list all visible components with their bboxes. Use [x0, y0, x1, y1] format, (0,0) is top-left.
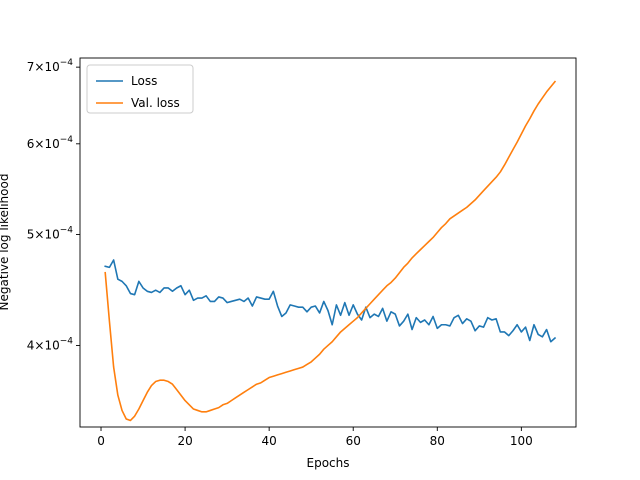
axes-frame — [79, 57, 577, 428]
x-tick-label: 40 — [262, 434, 277, 448]
y-tick-label: 5×10−4 — [27, 225, 74, 241]
y-tick-label: 6×10−4 — [27, 135, 74, 151]
legend-label-val-loss: Val. loss — [131, 96, 180, 110]
legend: Loss Val. loss — [86, 64, 194, 114]
series-line-val-loss — [104, 80, 557, 422]
plot-area — [80, 58, 576, 427]
x-axis-title: Epochs — [307, 456, 350, 470]
axes-layer: 0 20 40 60 80 100 4×10−4 5×10−4 6×10−4 7×10−4 — [27, 57, 577, 448]
y-axis-title: Negative log likelihood — [0, 174, 11, 311]
x-tick-label: 60 — [346, 434, 361, 448]
x-tick-label: 100 — [510, 434, 533, 448]
legend-label-loss: Loss — [131, 74, 157, 88]
x-tick-label: 0 — [97, 434, 105, 448]
x-tick-label: 80 — [430, 434, 445, 448]
x-tick-label: 20 — [177, 434, 192, 448]
y-tick-label: 4×10−4 — [27, 336, 74, 352]
series-layer — [104, 80, 557, 422]
plot-background — [80, 58, 576, 427]
y-tick-label: 7×10−4 — [27, 58, 74, 74]
legend-box — [86, 64, 194, 114]
series-line-loss — [104, 259, 557, 343]
